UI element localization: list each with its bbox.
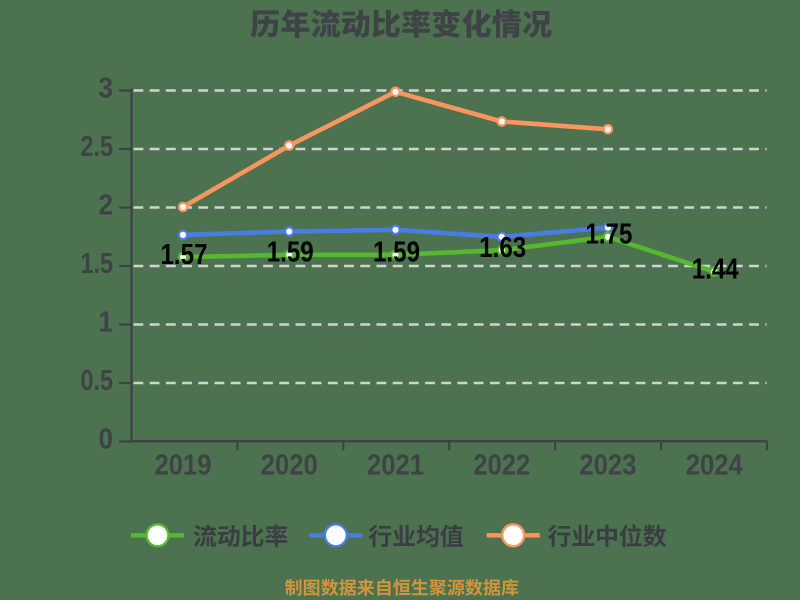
svg-text:1.57: 1.57 bbox=[161, 239, 208, 271]
svg-text:1.59: 1.59 bbox=[373, 237, 420, 269]
svg-text:1.59: 1.59 bbox=[267, 237, 314, 269]
svg-text:1.44: 1.44 bbox=[692, 254, 739, 286]
svg-text:3: 3 bbox=[99, 73, 114, 105]
svg-text:2024: 2024 bbox=[686, 450, 743, 482]
svg-text:2.5: 2.5 bbox=[81, 131, 114, 163]
svg-text:1.63: 1.63 bbox=[479, 232, 526, 264]
svg-text:1.5: 1.5 bbox=[81, 248, 114, 280]
svg-text:2019: 2019 bbox=[155, 450, 212, 482]
svg-text:2021: 2021 bbox=[367, 450, 424, 482]
svg-text:0.5: 0.5 bbox=[81, 365, 114, 397]
svg-text:1: 1 bbox=[99, 307, 114, 339]
svg-text:2020: 2020 bbox=[261, 450, 318, 482]
svg-text:2: 2 bbox=[99, 190, 114, 222]
svg-text:2023: 2023 bbox=[579, 450, 636, 482]
svg-text:1.75: 1.75 bbox=[585, 219, 632, 251]
svg-text:2022: 2022 bbox=[473, 450, 530, 482]
svg-text:0: 0 bbox=[99, 424, 114, 456]
